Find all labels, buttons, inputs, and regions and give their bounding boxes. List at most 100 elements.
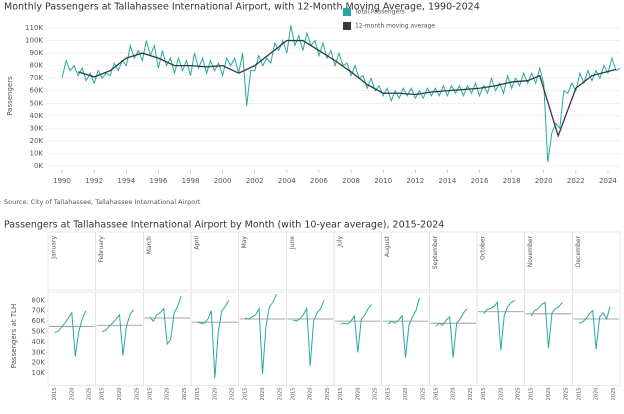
legend-label: Total Passengers bbox=[354, 9, 405, 16]
x-tick-label: 2020 bbox=[165, 388, 171, 401]
x-tick-label: 2002 bbox=[246, 177, 264, 185]
month-label: June bbox=[289, 236, 296, 250]
x-tick-label: 2012 bbox=[406, 177, 424, 185]
x-tick-label: 2020 bbox=[535, 177, 553, 185]
x-tick-label: 2015 bbox=[290, 388, 296, 401]
series-line bbox=[77, 39, 617, 138]
x-tick-label: 2015 bbox=[147, 388, 153, 401]
y-tick-label: 100K bbox=[25, 37, 43, 45]
y-axis-label: Passengers bbox=[6, 76, 14, 116]
y-tick-label: 70K bbox=[30, 74, 44, 82]
panel-frame bbox=[572, 291, 621, 386]
legend-label: 12-month moving average bbox=[355, 23, 435, 30]
y-tick-label: 30K bbox=[30, 124, 44, 132]
x-tick-label: 1996 bbox=[149, 177, 167, 185]
panel-line bbox=[244, 293, 277, 375]
x-tick-label: 2004 bbox=[278, 177, 296, 185]
y-tick-label: 50K bbox=[32, 328, 46, 336]
x-tick-label: 1990 bbox=[53, 177, 71, 185]
month-label: July bbox=[337, 236, 344, 248]
month-label: April bbox=[194, 236, 201, 250]
x-tick-label: 1994 bbox=[117, 177, 135, 185]
x-tick-label: 2020 bbox=[498, 388, 504, 401]
x-tick-label: 2000 bbox=[214, 177, 232, 185]
panel-frame bbox=[429, 291, 478, 386]
panel-frame bbox=[143, 291, 192, 386]
y-tick-label: 80K bbox=[30, 62, 44, 70]
y-tick-label: 30K bbox=[32, 348, 46, 356]
y-tick-label: 20K bbox=[32, 359, 46, 367]
month-label: September bbox=[432, 235, 439, 269]
panel-line bbox=[340, 304, 373, 353]
x-tick-label: 2015 bbox=[52, 388, 58, 401]
x-tick-label: 1992 bbox=[85, 177, 103, 185]
x-tick-label: 2020 bbox=[212, 388, 218, 401]
month-label: May bbox=[241, 236, 248, 249]
panel-line bbox=[197, 300, 230, 379]
panel-header bbox=[572, 231, 621, 291]
x-tick-label: 2015 bbox=[100, 388, 106, 401]
y-tick-label: 20K bbox=[30, 137, 44, 145]
panel-frame bbox=[381, 291, 430, 386]
panel-line bbox=[435, 308, 468, 358]
x-tick-label: 2025 bbox=[468, 388, 474, 401]
panel-frame bbox=[333, 291, 382, 386]
x-tick-label: 2025 bbox=[230, 388, 236, 401]
x-tick-label: 2010 bbox=[374, 177, 392, 185]
y-axis-label: Passengers at TLH bbox=[10, 304, 18, 368]
y-tick-label: 10K bbox=[32, 369, 46, 377]
x-tick-label: 2020 bbox=[403, 388, 409, 401]
month-label: January bbox=[51, 236, 58, 260]
x-tick-label: 2022 bbox=[567, 177, 585, 185]
x-tick-label: 2008 bbox=[342, 177, 360, 185]
x-tick-label: 2025 bbox=[373, 388, 379, 401]
panel-line bbox=[149, 296, 182, 346]
panel-line bbox=[101, 309, 134, 356]
x-tick-label: 2020 bbox=[260, 388, 266, 401]
y-tick-label: 80K bbox=[32, 296, 46, 304]
x-tick-label: 2020 bbox=[308, 388, 314, 401]
x-tick-label: 2020 bbox=[355, 388, 361, 401]
y-tick-label: 10K bbox=[30, 149, 44, 157]
x-tick-label: 2015 bbox=[243, 388, 249, 401]
month-label: March bbox=[146, 236, 153, 254]
x-tick-label: 1998 bbox=[182, 177, 200, 185]
x-tick-label: 2015 bbox=[338, 388, 344, 401]
panel-line bbox=[387, 298, 420, 358]
panel-line bbox=[54, 310, 87, 357]
panel-frame bbox=[524, 291, 573, 386]
chart-title: Monthly Passengers at Tallahassee Intern… bbox=[4, 2, 480, 13]
x-tick-label: 2025 bbox=[134, 388, 140, 401]
x-tick-label: 2015 bbox=[386, 388, 392, 401]
y-tick-label: 60K bbox=[32, 317, 46, 325]
legend-swatch bbox=[343, 22, 351, 30]
x-tick-label: 2025 bbox=[563, 388, 569, 401]
panel-line bbox=[530, 301, 563, 349]
month-label: February bbox=[98, 236, 105, 263]
x-tick-label: 2025 bbox=[420, 388, 426, 401]
panel-line bbox=[578, 306, 611, 350]
x-tick-label: 2020 bbox=[546, 388, 552, 401]
y-tick-label: 40K bbox=[32, 338, 46, 346]
chart-title: Passengers at Tallahassee International … bbox=[4, 220, 444, 231]
panel-frame bbox=[95, 291, 144, 386]
x-tick-label: 2015 bbox=[195, 388, 201, 401]
panel-line bbox=[483, 299, 515, 351]
x-tick-label: 2018 bbox=[503, 177, 521, 185]
x-tick-label: 2020 bbox=[451, 388, 457, 401]
month-label: August bbox=[384, 235, 391, 257]
x-tick-label: 2025 bbox=[87, 388, 93, 401]
x-tick-label: 2020 bbox=[117, 388, 123, 401]
y-tick-label: 0K bbox=[34, 162, 43, 170]
x-tick-label: 2015 bbox=[576, 388, 582, 401]
source-note: Source: City of Tallahassee, Tallahassee… bbox=[4, 198, 201, 206]
month-label: November bbox=[527, 235, 534, 267]
panel-frame bbox=[476, 291, 525, 386]
panel-frame bbox=[286, 291, 335, 386]
x-tick-label: 2015 bbox=[433, 388, 439, 401]
x-tick-label: 2020 bbox=[69, 388, 75, 401]
y-tick-label: 60K bbox=[30, 87, 44, 95]
x-tick-label: 2006 bbox=[310, 177, 328, 185]
panel-frame bbox=[47, 291, 96, 386]
y-tick-label: 70K bbox=[32, 307, 46, 315]
